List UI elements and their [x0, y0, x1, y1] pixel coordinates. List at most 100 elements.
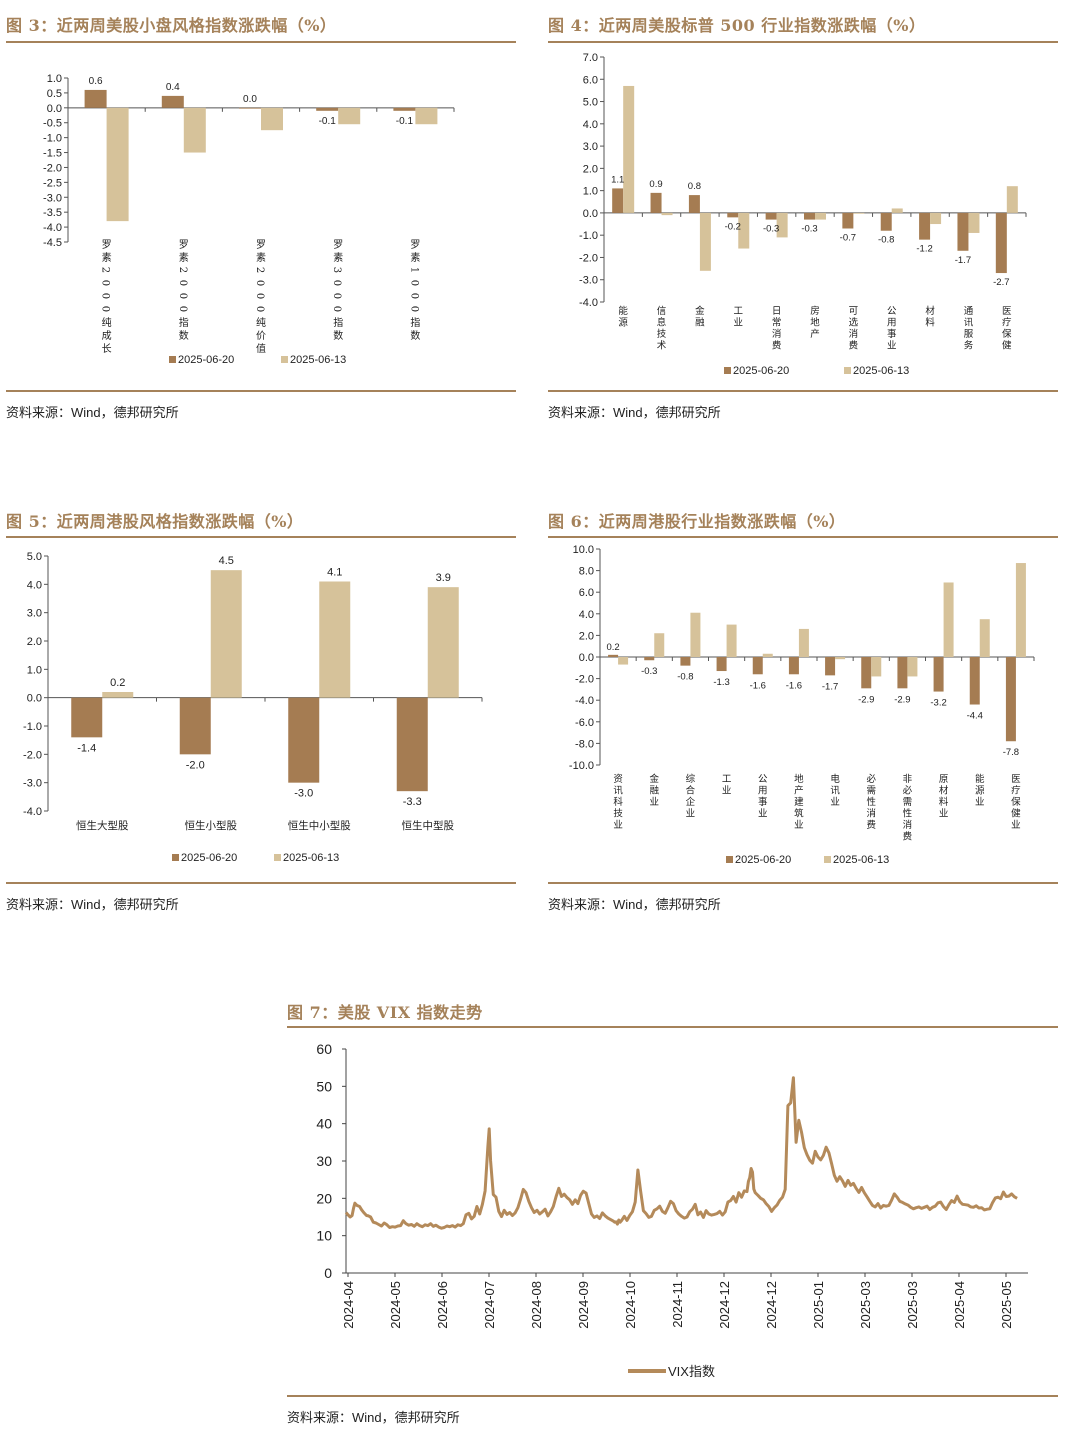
- category-label-char: 成: [102, 330, 112, 342]
- figure-5-chart: 5.0 4.0 3.0 2.0 1.0 0.0 -1.0 -2.0 -3.0 -4.0 -1.4 0.…: [23, 551, 483, 864]
- category-label-char: 公: [887, 306, 897, 317]
- category-label-char: 消: [849, 328, 859, 340]
- category-label: 恒生小型股: [185, 819, 238, 832]
- data-label: -0.2: [725, 221, 741, 232]
- bar-series2: [798, 628, 809, 657]
- y-tick-label: 8.0: [579, 566, 594, 578]
- category-label-char: 事: [887, 328, 897, 340]
- x-tick-label: 2025-03: [905, 1281, 920, 1329]
- bar-series2: [943, 582, 954, 657]
- category-label-char: 0: [100, 306, 111, 312]
- legend-label: 2025-06-20: [181, 852, 237, 864]
- bar-series1: [1005, 657, 1016, 742]
- category-label-char: 罗: [333, 239, 343, 251]
- category-label-char: 料: [925, 317, 935, 329]
- legend-swatch: [169, 356, 176, 363]
- figure-6-source-prefix: 资料来源：: [548, 898, 614, 913]
- bar-series2: [907, 657, 918, 677]
- figure-3-top-rule: [6, 41, 516, 43]
- category-label-char: 0: [100, 280, 111, 286]
- figure-3-chart: 1.0 0.5 0.0 -0.5 -1.0 -1.5 -2.0 -2.5 -3.0 -3.5 -4.…: [43, 73, 455, 366]
- category-label-char: 素: [256, 251, 266, 264]
- category-label-char: 讯: [830, 786, 840, 797]
- data-label: -3.3: [403, 796, 422, 808]
- bar-series2: [102, 692, 134, 698]
- legend-label: 2025-06-20: [178, 354, 234, 366]
- x-tick-label: 2025-05: [999, 1281, 1014, 1329]
- category-label-char: 工: [722, 774, 732, 785]
- figure-3-source-prefix: 资料来源：: [6, 406, 72, 421]
- y-tick-label: 0: [324, 1265, 332, 1281]
- category-label-char: 房: [810, 305, 820, 317]
- category-label-char: 0: [100, 293, 111, 299]
- category-label-char: 保: [1002, 328, 1012, 340]
- category-label: 恒生中型股: [402, 819, 455, 832]
- y-tick-label: -2.0: [43, 162, 62, 174]
- category-label-char: 2: [177, 267, 188, 273]
- data-label: 4.5: [219, 555, 234, 567]
- y-tick-label: -4.0: [575, 695, 594, 707]
- category-label: 金融: [695, 305, 705, 329]
- category-label-char: 原: [939, 774, 949, 785]
- legend-label: VIX指数: [668, 1364, 715, 1379]
- category-label-char: 疗: [1002, 317, 1012, 329]
- figure-7-bottom-rule: [287, 1395, 1058, 1397]
- y-tick-label: 10.0: [573, 544, 594, 556]
- data-label: 0.2: [606, 642, 619, 653]
- figure-4-top-rule: [548, 41, 1058, 43]
- figure-4: 图 4：近两周美股标普 500 行业指数涨跌幅（%） 7.0 6.0 5.0 4.0 3…: [548, 12, 1058, 422]
- y-tick-label: -1.0: [579, 230, 598, 242]
- category-label-char: 纯: [102, 316, 112, 329]
- bar-series2: [618, 657, 629, 665]
- category-label-char: 业: [722, 786, 732, 797]
- category-label-char: 0: [408, 293, 419, 299]
- category-label-char: 金: [695, 305, 705, 317]
- data-label: 0.2: [110, 677, 125, 689]
- category-label: 罗素 2 0 0 0 纯成长: [100, 239, 112, 355]
- bar-series2: [853, 212, 865, 214]
- y-tick-label: -10.0: [569, 760, 594, 772]
- figure-3: 图 3：近两周美股小盘风格指数涨跌幅（%） 1.0 0.5 0.0 -0.5 -1.0 -…: [6, 12, 516, 422]
- y-tick-label: 0.5: [47, 88, 62, 100]
- data-label: -0.8: [878, 235, 894, 246]
- y-tick-label: 40: [316, 1116, 332, 1132]
- bar-series1: [161, 95, 184, 108]
- bar-series1: [239, 107, 261, 109]
- bar-series1: [957, 212, 969, 251]
- bar-series2: [776, 212, 788, 238]
- y-tick-label: 20: [316, 1190, 332, 1206]
- bar-series1: [84, 89, 107, 108]
- x-tick-label: 2024-04: [341, 1281, 356, 1329]
- legend-label: 2025-06-13: [833, 854, 889, 866]
- category-label-char: 0: [408, 280, 419, 286]
- category-label-char: 0: [177, 306, 188, 312]
- y-tick-label: -3.0: [43, 192, 62, 204]
- category-label-char: 日: [772, 306, 782, 317]
- bar-series2: [968, 212, 980, 233]
- category-label-char: 讯: [964, 318, 974, 329]
- category-label-char: 业: [734, 318, 744, 329]
- figure-7-title: 图 7：美股 VIX 指数走势: [287, 1003, 483, 1022]
- category-label-char: 0: [331, 280, 342, 286]
- category-label-char: 费: [849, 340, 859, 352]
- y-tick-label: -4.0: [43, 222, 62, 234]
- y-tick-label: -2.5: [43, 177, 62, 189]
- category-label-char: 服: [964, 329, 974, 340]
- bar-series2: [815, 212, 826, 220]
- category-label-char: 2: [254, 267, 265, 273]
- x-tick-label: 2025-01: [811, 1281, 826, 1329]
- category-label-char: 消: [772, 328, 782, 340]
- data-label: -0.8: [677, 672, 693, 683]
- figure-3-source-en: Wind: [71, 405, 101, 420]
- legend-label: 2025-06-20: [733, 365, 789, 377]
- bar-series2: [738, 212, 750, 249]
- category-label-char: 常: [772, 317, 782, 329]
- y-tick-label: 0.0: [583, 208, 598, 220]
- category-label-char: 用: [887, 318, 897, 329]
- data-label: 1.1: [611, 174, 624, 185]
